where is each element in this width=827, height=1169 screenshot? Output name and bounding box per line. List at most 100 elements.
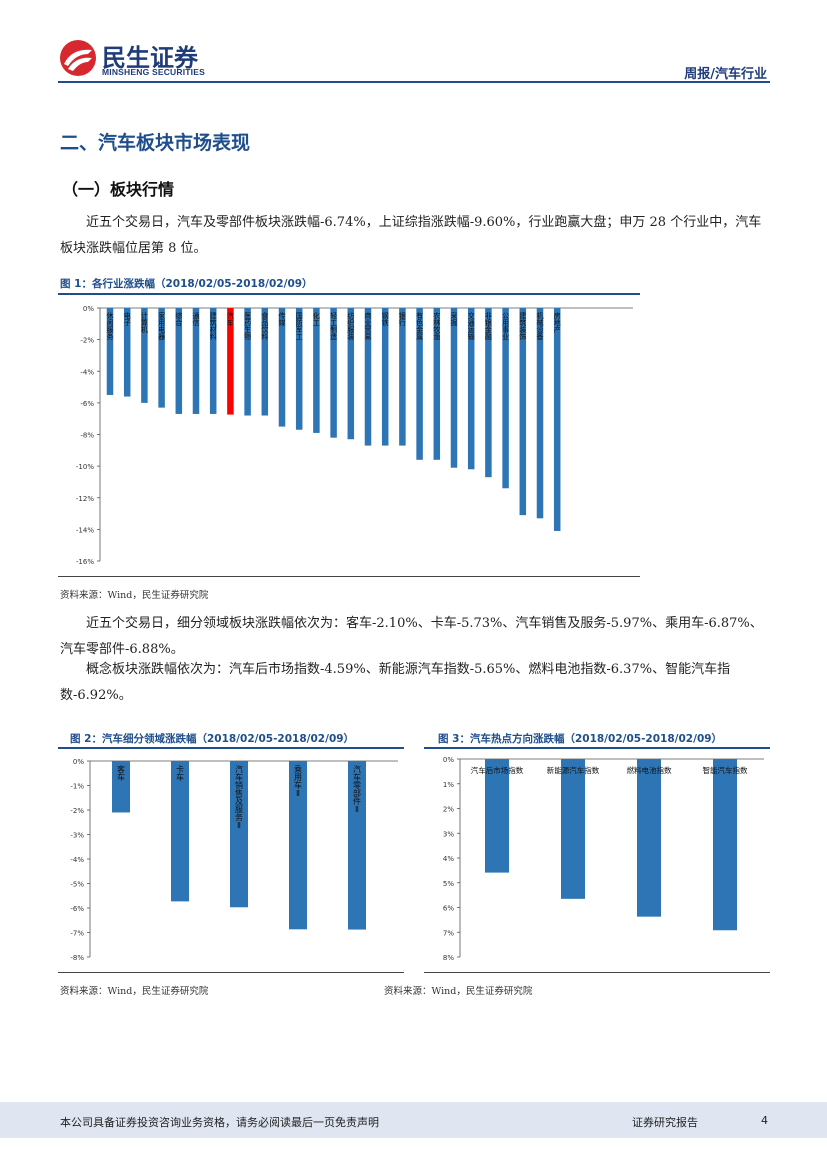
bar-label: 有色金属: [416, 311, 423, 341]
bar: [485, 308, 492, 478]
bar-label: 智能汽车指数: [703, 765, 748, 775]
bar: [561, 759, 585, 899]
bar-label: 采掘: [451, 311, 458, 327]
bar: [278, 308, 286, 427]
bar: [141, 308, 148, 403]
y-tick-label: 4%: [443, 855, 454, 863]
y-tick-label: -16%: [76, 558, 94, 566]
y-tick-label: -5%: [70, 881, 84, 889]
bar: [381, 308, 389, 446]
bar: [171, 761, 189, 902]
fig1-bottom-line: [58, 576, 640, 577]
y-tick-label: -8%: [70, 954, 84, 962]
bar: [433, 308, 441, 460]
bar: [112, 761, 130, 813]
fig3-title: 图 3：汽车热点方向涨跌幅（2018/02/05-2018/02/09）: [438, 733, 723, 745]
bar-label: 计算机: [141, 311, 148, 334]
y-tick-label: -7%: [70, 930, 84, 938]
bar: [289, 761, 307, 930]
bar: [416, 308, 423, 460]
bar: [261, 308, 269, 416]
bar-label: 交通运输: [468, 311, 475, 341]
y-tick-label: 5%: [443, 880, 454, 888]
y-tick-label: -10%: [76, 463, 94, 471]
y-tick-label: 0%: [73, 758, 84, 766]
y-tick-label: 6%: [443, 905, 454, 913]
bar: [467, 308, 475, 470]
y-tick-label: -6%: [80, 400, 94, 408]
paragraph-2: 近五个交易日，细分领域板块涨跌幅依次为：客车-2.10%、卡车-5.73%、汽车…: [60, 616, 763, 657]
bar: [230, 761, 248, 908]
section-title: 二、汽车板块市场表现: [60, 132, 251, 154]
y-tick-label: -8%: [80, 432, 94, 440]
bar: [244, 308, 251, 416]
y-tick-label: -4%: [70, 856, 84, 864]
bar-label: 非银金融: [485, 311, 492, 341]
company-name-cn: 民生证券: [102, 44, 198, 72]
bar: [295, 308, 303, 430]
logo: [58, 38, 98, 78]
y-tick-label: -4%: [80, 368, 94, 376]
bar-label: 农林牧渔: [433, 311, 440, 341]
bar-label: 建筑装饰: [519, 311, 526, 341]
bar-label: 钢铁: [382, 311, 389, 327]
bar: [192, 308, 200, 414]
bar-label: 纺织服装: [347, 311, 354, 341]
fig3-title-line: [424, 747, 770, 749]
bar-label: 房地产: [554, 311, 561, 334]
y-tick-label: 8%: [443, 954, 454, 962]
fig2-title-line: [58, 747, 404, 749]
bar: [227, 308, 234, 415]
y-tick-label: -1%: [70, 783, 84, 791]
y-tick-label: 1%: [443, 781, 454, 789]
bar: [713, 759, 737, 931]
logo-mark-icon: [60, 40, 96, 76]
page-number: 4: [761, 1114, 768, 1127]
fig3-source: 资料来源：Wind，民生证券研究院: [384, 986, 533, 997]
bar: [175, 308, 183, 414]
fig1-title: 图 1：各行业涨跌幅（2018/02/05-2018/02/09）: [60, 278, 313, 290]
fig1-source: 资料来源：Wind，民生证券研究院: [60, 590, 209, 601]
fig2-source: 资料来源：Wind，民生证券研究院: [60, 986, 209, 997]
fig1-title-line: [58, 293, 640, 295]
footer-label: 证券研究报告: [632, 1116, 698, 1129]
bar-label: 机械设备: [537, 311, 544, 341]
y-tick-label: 3%: [443, 830, 454, 838]
paragraph-3: 概念板块涨跌幅依次为：汽车后市场指数-4.59%、新能源汽车指数-5.65%、燃…: [60, 662, 731, 703]
report-type: 周报/汽车行业: [684, 67, 767, 82]
bar-label: 传媒: [279, 311, 286, 327]
bar: [158, 308, 165, 408]
bar-label: 公用事业: [502, 312, 509, 341]
bar-label: 乘用车 Ⅱ: [294, 764, 302, 798]
fig2-chart: 0% -1% -2% -3% -4% -5% -6% -7% -8% 客车 卡车 汽车销售及服务 Ⅱ 乘用…: [70, 758, 398, 962]
bar: [123, 308, 131, 397]
y-tick-label: -2%: [80, 337, 94, 345]
y-tick-label: 0%: [83, 305, 94, 313]
bar-label: 家用电器: [158, 311, 165, 341]
bar-label: 新能源汽车指数: [547, 765, 600, 775]
section-subtitle: （一）板块行情: [62, 180, 175, 199]
bar: [364, 308, 372, 446]
bar: [450, 308, 458, 468]
bar: [313, 308, 320, 433]
y-tick-label: -14%: [76, 526, 94, 534]
bar-label: 通信: [193, 311, 200, 327]
bar-label: 卡车: [176, 764, 184, 782]
y-tick-label: -6%: [70, 905, 84, 913]
paragraph-1: 近五个交易日，汽车及零部件板块涨跌幅-6.74%，上证综指涨跌幅-9.60%，行…: [60, 215, 762, 256]
y-tick-label: -12%: [76, 495, 94, 503]
bar: [330, 308, 337, 438]
bar-label: 轻工制造: [330, 311, 337, 341]
bar: [348, 761, 366, 930]
header-divider: [58, 81, 770, 83]
fig2-title: 图 2：汽车细分领域涨跌幅（2018/02/05-2018/02/09）: [70, 733, 355, 745]
bar: [106, 308, 114, 395]
y-tick-label: -3%: [70, 832, 84, 840]
bar-label: 汽车销售及服务 Ⅱ: [235, 764, 243, 830]
bar-label: 食品饮料: [261, 311, 268, 341]
y-tick-label: 7%: [443, 929, 454, 937]
bar-label: 汽车: [227, 311, 234, 327]
bar: [637, 759, 661, 917]
bar: [209, 308, 217, 414]
bar: [536, 308, 544, 519]
